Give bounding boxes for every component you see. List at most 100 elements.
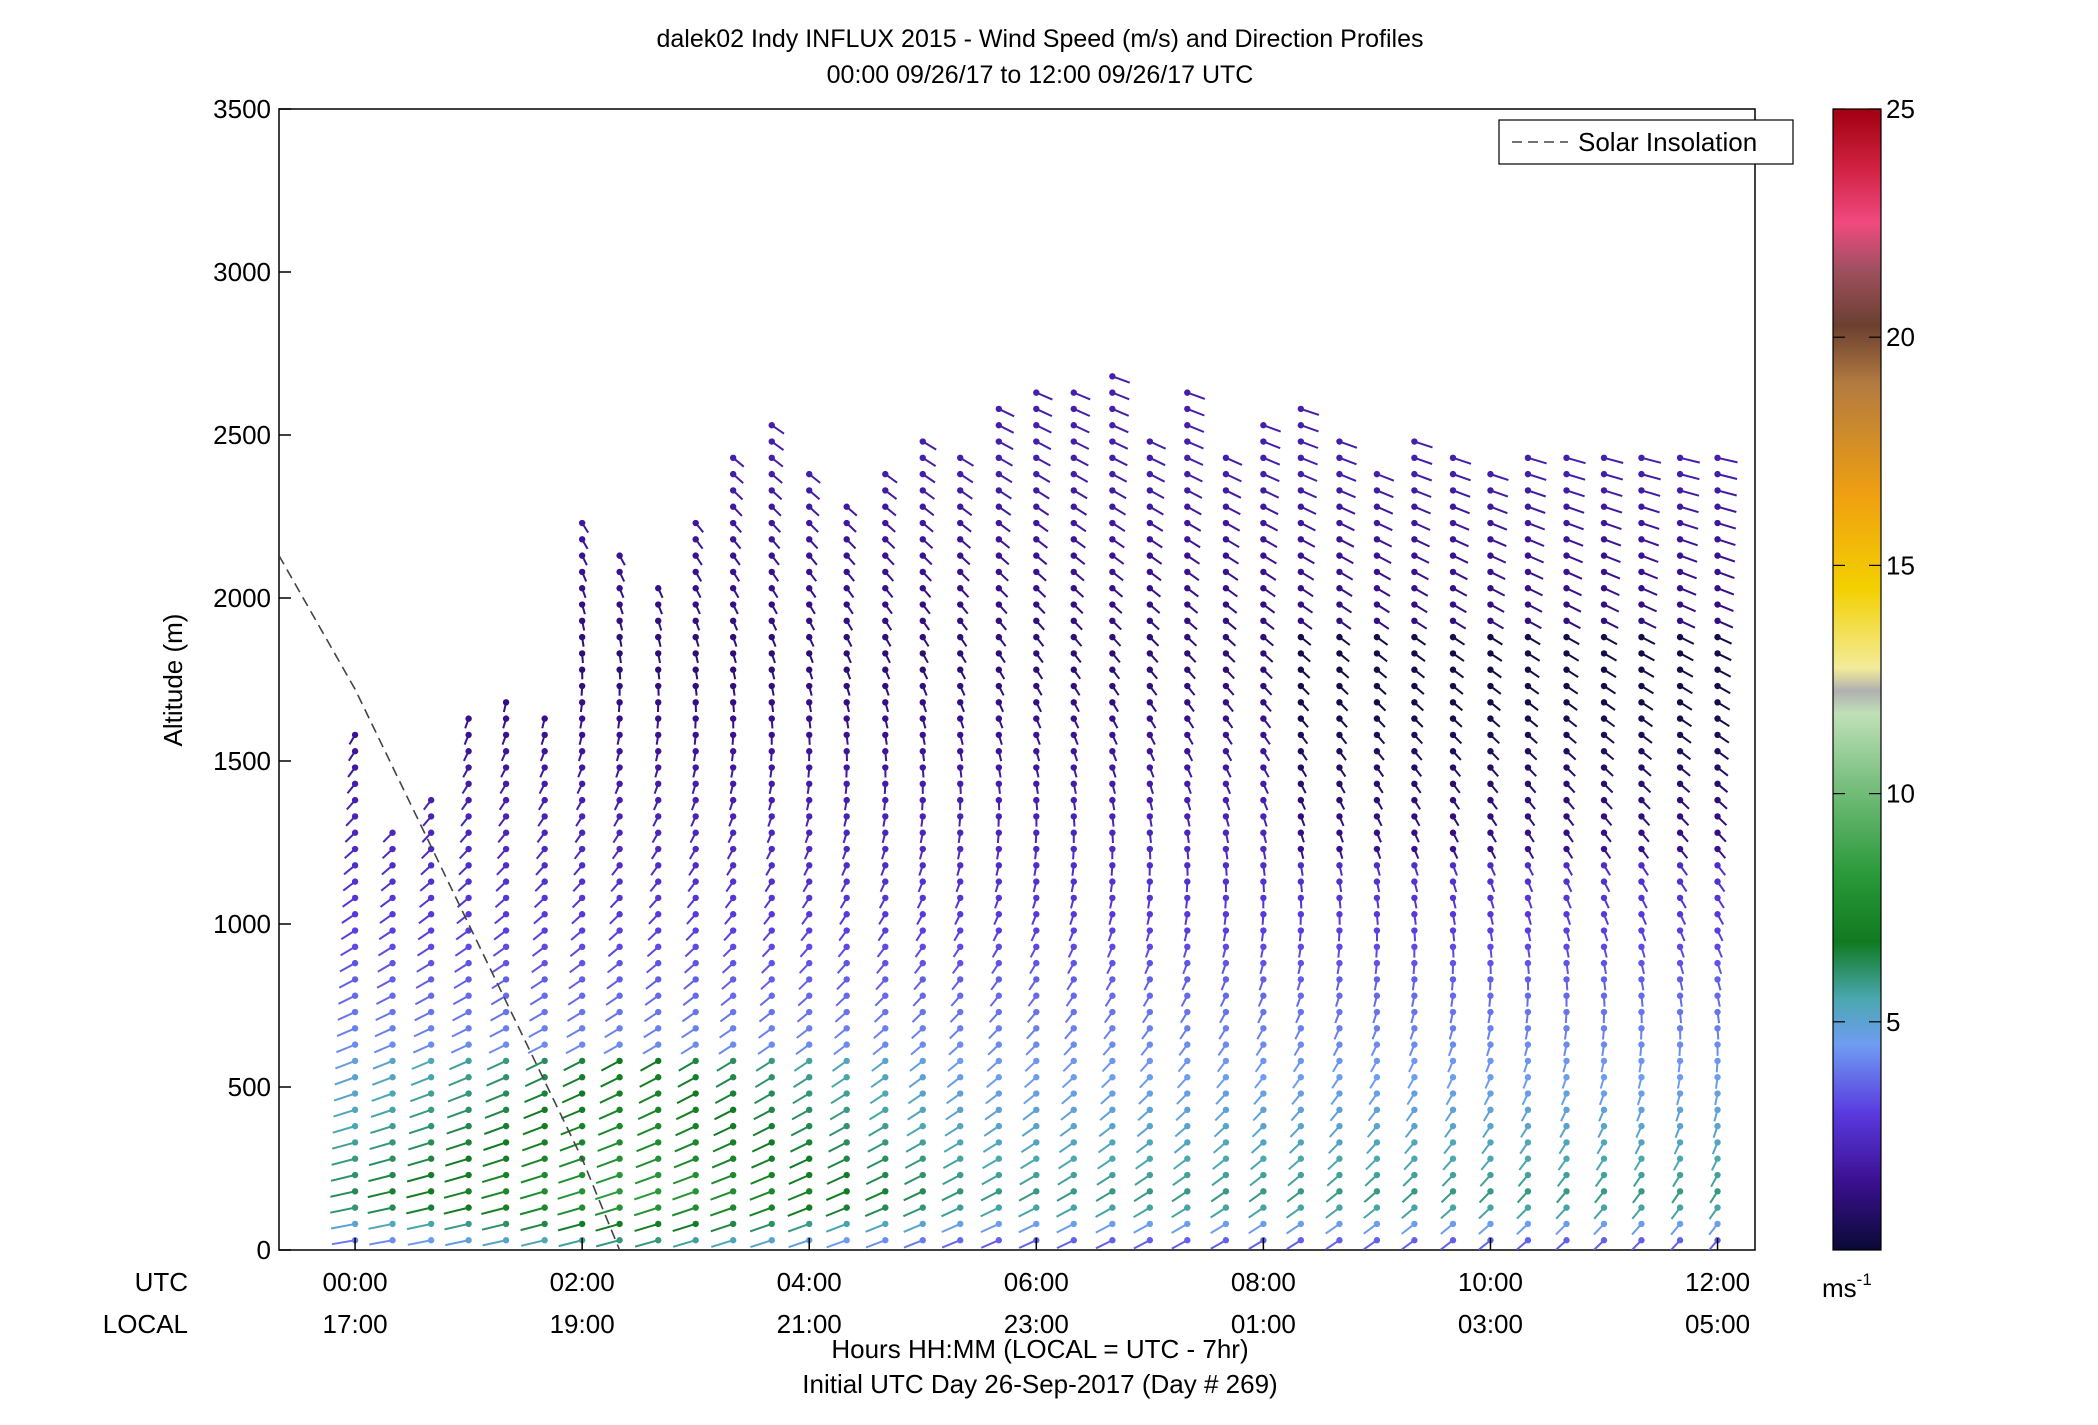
wind-barb-dot	[1184, 1074, 1191, 1081]
wind-barb-dot	[882, 1106, 889, 1114]
wind-barb	[1524, 601, 1543, 613]
wind-barb	[1222, 796, 1231, 811]
wind-barb	[616, 585, 625, 599]
wind-barb-dot	[1222, 976, 1230, 983]
wind-barb-dot	[1600, 715, 1608, 722]
wind-barb-dot	[502, 1171, 510, 1179]
wind-barb-dot	[1184, 1122, 1191, 1130]
wind-barb	[1478, 1188, 1494, 1204]
wind-barb-dot	[729, 1220, 737, 1228]
wind-barb-dot	[1070, 1220, 1077, 1228]
wind-barb	[1333, 1025, 1343, 1040]
wind-barb-dot	[1638, 1220, 1645, 1228]
wind-barb	[1600, 894, 1610, 909]
wind-barb	[1109, 845, 1116, 860]
wind-barb-dot	[806, 1057, 813, 1065]
wind-barb	[1109, 373, 1131, 384]
wind-barb	[1173, 1155, 1191, 1170]
wind-barb	[568, 976, 586, 990]
wind-barb-dot	[1146, 992, 1154, 999]
wind-barb-dot	[1297, 650, 1305, 657]
wind-barb-dot	[1297, 536, 1305, 543]
wind-barb-shaft	[445, 1141, 469, 1151]
wind-barb-dot	[692, 845, 699, 853]
wind-barb	[1563, 813, 1575, 827]
wind-barb-dot	[427, 813, 435, 820]
wind-barb-dot	[1260, 764, 1267, 771]
wind-barb	[570, 927, 586, 941]
wind-barb	[1524, 731, 1538, 744]
wind-barb	[540, 731, 548, 746]
wind-barb	[1336, 878, 1343, 893]
wind-barb-dot	[1563, 862, 1570, 869]
wind-barb-dot	[692, 1057, 699, 1065]
wind-barb	[1373, 617, 1390, 630]
wind-barb	[1487, 796, 1498, 810]
wind-barb	[414, 1008, 435, 1022]
wind-barb	[719, 1008, 737, 1023]
wind-barb	[1676, 552, 1698, 563]
wind-barb	[1449, 536, 1469, 548]
wind-barb	[768, 470, 783, 484]
wind-barb	[1176, 1074, 1191, 1089]
wind-barb-dot	[768, 1074, 775, 1081]
wind-barb-dot	[882, 731, 889, 739]
wind-barb	[918, 862, 926, 876]
wind-barb	[1373, 552, 1392, 564]
wind-barb	[1519, 1139, 1532, 1155]
wind-barb-dot	[1260, 552, 1267, 559]
wind-barb	[1373, 845, 1382, 860]
wind-barb-dot	[1297, 1041, 1305, 1048]
wind-barb	[1449, 796, 1461, 810]
wind-barb	[1109, 454, 1128, 467]
wind-barb-dot	[729, 633, 737, 641]
wind-barb	[340, 927, 359, 941]
wind-barb	[825, 1220, 850, 1233]
wind-barb	[639, 1074, 662, 1088]
wind-barb	[1487, 503, 1508, 515]
wind-barb	[604, 1008, 623, 1022]
wind-barb-dot	[1070, 633, 1077, 641]
wind-barb	[839, 911, 850, 925]
wind-barb-dot	[768, 422, 775, 429]
wind-barb	[1250, 1139, 1267, 1154]
wind-barb-shaft	[790, 1125, 810, 1137]
wind-barb	[692, 715, 699, 729]
wind-barb-dot	[1563, 1188, 1570, 1195]
wind-barb	[843, 699, 850, 713]
wind-barb-dot	[655, 878, 662, 885]
wind-barb	[1033, 780, 1040, 794]
wind-barb-shaft	[367, 1190, 393, 1199]
wind-barb	[1407, 1074, 1418, 1089]
wind-barb	[1676, 1008, 1684, 1024]
wind-barb	[1440, 1204, 1457, 1220]
wind-barb-dot	[1033, 829, 1040, 836]
wind-barb	[1711, 1139, 1721, 1155]
wind-barb-dot	[1336, 633, 1343, 641]
wind-barb-dot	[1676, 601, 1684, 608]
wind-barb	[1260, 731, 1271, 745]
wind-barb	[1070, 699, 1080, 713]
wind-barb-dot	[1449, 1041, 1457, 1048]
wind-barb-dot	[578, 1041, 586, 1048]
wind-barb-dot	[1033, 862, 1040, 869]
wind-barb-dot	[843, 911, 850, 918]
wind-barb-shaft	[1679, 473, 1700, 481]
wind-barb	[1676, 633, 1695, 645]
wind-barb	[370, 1122, 396, 1134]
wind-barb	[1480, 1155, 1494, 1171]
wind-barb	[598, 1106, 623, 1120]
wind-barb	[1251, 1122, 1267, 1138]
wind-barb	[1217, 1041, 1230, 1056]
wind-barb	[1260, 845, 1267, 860]
wind-barb	[709, 1204, 737, 1217]
wind-barb	[1065, 992, 1077, 1007]
wind-barb-dot	[768, 682, 775, 690]
wind-barb-dot	[919, 894, 926, 902]
wind-barb	[1070, 650, 1082, 664]
wind-barb-dot	[957, 552, 964, 559]
wind-barb-dot	[692, 1188, 699, 1195]
wind-barb-dot	[1336, 780, 1343, 788]
wind-barb	[406, 1204, 435, 1215]
wind-barb-dot	[882, 1188, 889, 1195]
